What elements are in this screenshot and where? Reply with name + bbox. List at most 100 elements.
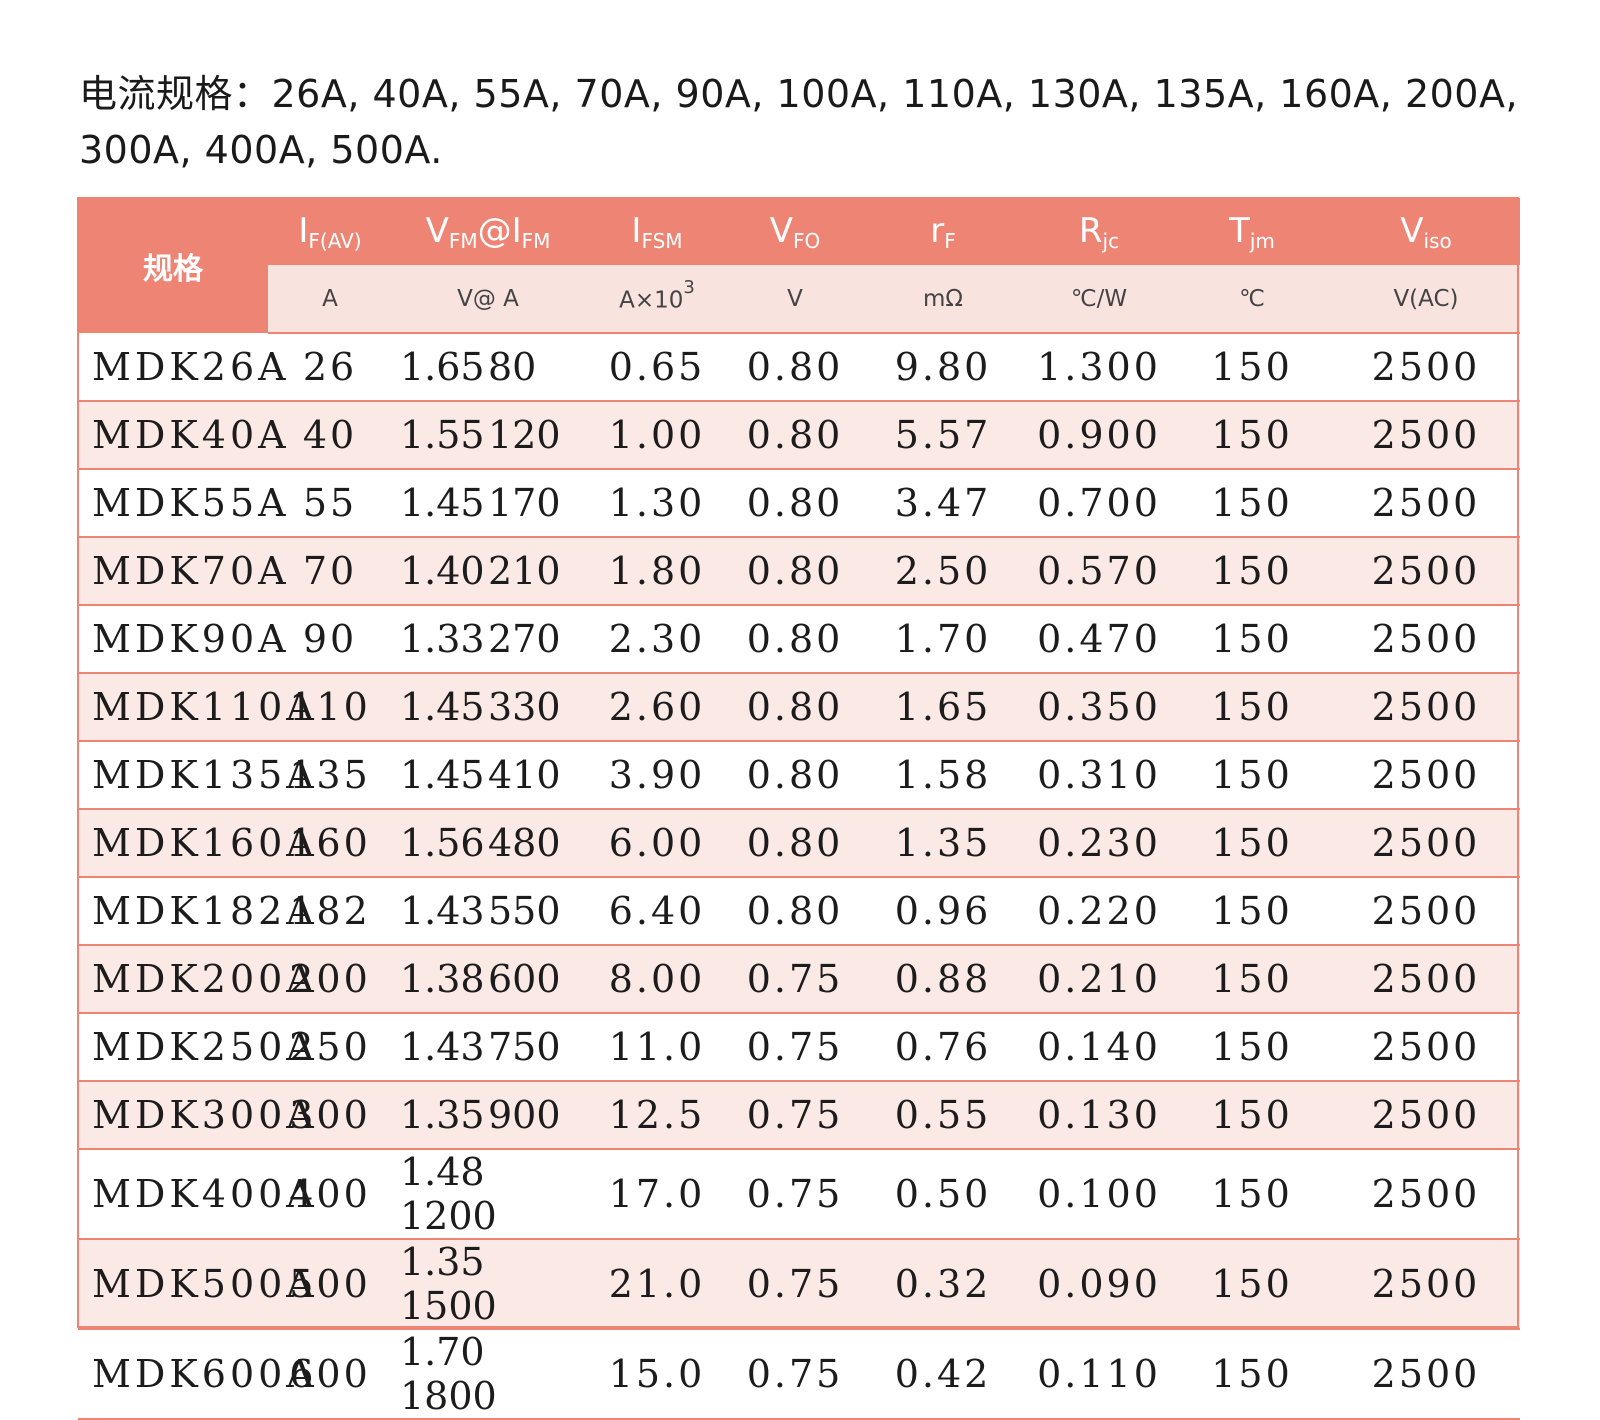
cell-vfm: 1.351500 <box>392 1239 584 1330</box>
cell-tjm: 150 <box>1172 673 1332 742</box>
cell-vfm: 1.35900 <box>392 1081 584 1150</box>
cell-vfm-voltage: 1.48 <box>400 1150 485 1194</box>
cell-ifm-current: 1800 <box>400 1374 497 1418</box>
cell-rf: 0.88 <box>860 945 1026 1014</box>
cell-ifm-current: 750 <box>488 1025 561 1069</box>
cell-spec-name: MDK90A <box>78 605 286 674</box>
param-header-ifav: IF(AV) <box>268 198 392 265</box>
cell-vfm-voltage: 1.43 <box>400 889 485 933</box>
cell-vfo: 0.75 <box>730 1081 860 1150</box>
cell-spec-name: MDK110A <box>78 673 314 742</box>
cell-ifm-current: 270 <box>488 617 561 661</box>
table-row: MDK500A 500 1.351500 21.0 0.75 0.32 0.090 150 25… <box>78 1239 1520 1330</box>
param-header-rf: rF <box>860 198 1026 265</box>
table-row: MDK110A 110 1.45330 2.60 0.80 1.65 0.350 150 250… <box>78 673 1520 742</box>
cell-ifm-current: 410 <box>488 753 561 797</box>
cell-spec-name: MDK40A <box>78 401 286 470</box>
cell-vfm-voltage: 1.35 <box>400 1093 485 1137</box>
header-row-symbols: 规格 IF(AV) VFM@IFM IFSM VFO rF Rjc Tjm Vi… <box>78 198 1520 333</box>
cell-rf: 1.65 <box>860 673 1026 742</box>
cell-viso: 2500 <box>1332 741 1520 810</box>
cell-rf: 3.47 <box>860 469 1026 538</box>
cell-viso: 2500 <box>1332 1081 1520 1150</box>
cell-ifm-current: 1500 <box>400 1284 497 1328</box>
table-row: MDK160A 160 1.56480 6.00 0.80 1.35 0.230 150 250… <box>78 809 1520 878</box>
cell-vfo: 0.75 <box>730 1013 860 1082</box>
cell-rf: 1.58 <box>860 741 1026 810</box>
cell-ifav: 40 <box>268 401 392 470</box>
cell-rf: 0.55 <box>860 1081 1026 1150</box>
cell-viso: 2500 <box>1332 1239 1520 1330</box>
cell-ifsm: 8.00 <box>584 945 730 1014</box>
cell-rf: 0.50 <box>860 1149 1026 1240</box>
cell-vfm-voltage: 1.56 <box>400 821 485 865</box>
cell-viso: 2500 <box>1332 877 1520 946</box>
cell-vfo: 0.75 <box>730 1149 860 1240</box>
cell-ifav: 200 <box>268 945 392 1014</box>
cell-vfm-voltage: 1.45 <box>400 753 485 797</box>
cell-tjm: 150 <box>1172 469 1332 538</box>
cell-ifm-current: 330 <box>488 685 561 729</box>
cell-vfm: 1.40210 <box>392 537 584 606</box>
param-header-ifsm: IFSM <box>584 198 730 265</box>
cell-spec-name: MDK182A <box>78 877 314 946</box>
param-header-rjc: Rjc <box>1026 198 1172 265</box>
cell-ifsm: 12.5 <box>584 1081 730 1150</box>
cell-tjm: 150 <box>1172 741 1332 810</box>
cell-vfo: 0.80 <box>730 469 860 538</box>
table-row: MDK600A 600 1.701800 15.0 0.75 0.42 0.110 150 25… <box>78 1329 1520 1420</box>
cell-ifav: 70 <box>268 537 392 606</box>
cell-ifav: 110 <box>268 673 392 742</box>
cell-ifav: 26 <box>268 333 392 402</box>
cell-ifav: 182 <box>268 877 392 946</box>
cell-vfm-voltage: 1.38 <box>400 957 485 1001</box>
header-row-units: A V@ A A×103 V mΩ ℃/W ℃ V(AC) <box>78 265 1520 334</box>
cell-spec-name: MDK200A <box>78 945 314 1014</box>
cell-ifsm: 6.40 <box>584 877 730 946</box>
cell-vfm: 1.701800 <box>392 1329 584 1420</box>
cell-rjc: 1.300 <box>1026 333 1172 402</box>
cell-vfm-voltage: 1.45 <box>400 685 485 729</box>
cell-vfo: 0.80 <box>730 673 860 742</box>
cell-rf: 5.57 <box>860 401 1026 470</box>
cell-viso: 2500 <box>1332 809 1520 878</box>
cell-ifm-current: 550 <box>488 889 561 933</box>
cell-tjm: 150 <box>1172 401 1332 470</box>
cell-viso: 2500 <box>1332 945 1520 1014</box>
current-spec-text: 电流规格：26A, 40A, 55A, 70A, 90A, 100A, 110A… <box>79 72 1519 172</box>
cell-rjc: 0.350 <box>1026 673 1172 742</box>
cell-vfo: 0.75 <box>730 1239 860 1330</box>
cell-vfm-voltage: 1.65 <box>400 345 485 389</box>
cell-tjm: 150 <box>1172 1081 1332 1150</box>
cell-ifav: 400 <box>268 1149 392 1240</box>
cell-ifm-current: 80 <box>488 345 537 389</box>
cell-vfo: 0.80 <box>730 401 860 470</box>
cell-rf: 9.80 <box>860 333 1026 402</box>
cell-ifsm: 11.0 <box>584 1013 730 1082</box>
cell-viso: 2500 <box>1332 469 1520 538</box>
cell-tjm: 150 <box>1172 809 1332 878</box>
cell-rf: 1.70 <box>860 605 1026 674</box>
unit-vfo: V <box>730 265 860 334</box>
cell-tjm: 150 <box>1172 333 1332 402</box>
cell-ifm-current: 480 <box>488 821 561 865</box>
unit-ifsm: A×103 <box>584 265 730 334</box>
cell-spec-name: MDK500A <box>78 1239 314 1330</box>
cell-ifsm: 21.0 <box>584 1239 730 1330</box>
cell-ifm-current: 900 <box>488 1093 561 1137</box>
cell-rjc: 0.230 <box>1026 809 1172 878</box>
cell-rjc: 0.700 <box>1026 469 1172 538</box>
cell-viso: 2500 <box>1332 537 1520 606</box>
cell-rf: 0.96 <box>860 877 1026 946</box>
cell-spec-name: MDK135A <box>78 741 314 810</box>
cell-viso: 2500 <box>1332 1149 1520 1240</box>
cell-rjc: 0.110 <box>1026 1329 1172 1420</box>
cell-rjc: 0.130 <box>1026 1081 1172 1150</box>
table-body: MDK26A 26 1.6580 0.65 0.80 9.80 1.300 150 2500 MD… <box>78 333 1520 1420</box>
param-header-tjm: Tjm <box>1172 198 1332 265</box>
cell-rjc: 0.090 <box>1026 1239 1172 1330</box>
table-row: MDK400A 400 1.481200 17.0 0.75 0.50 0.100 150 25… <box>78 1149 1520 1240</box>
cell-ifav: 300 <box>268 1081 392 1150</box>
cell-rf: 1.35 <box>860 809 1026 878</box>
cell-viso: 2500 <box>1332 401 1520 470</box>
